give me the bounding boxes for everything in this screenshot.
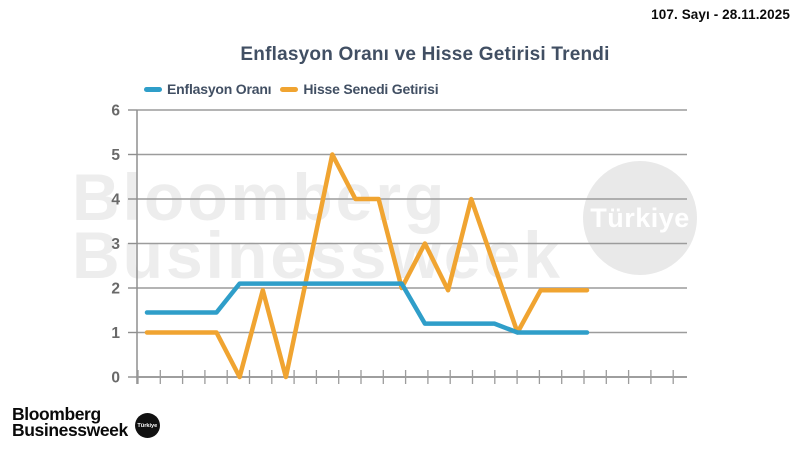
publisher-logo-text: Bloomberg Businessweek <box>12 404 128 440</box>
ytick-label-4: 4 <box>111 192 120 209</box>
legend-item-enflasyon-orani[interactable]: Enflasyon Oranı <box>144 81 272 97</box>
publisher-logo-line2: Businessweek <box>12 419 128 440</box>
ytick-label-0: 0 <box>111 370 120 387</box>
legend-label-hisse-senedi-getirisi: Hisse Senedi Getirisi <box>303 81 439 97</box>
chart-title: Enflasyon Oranı ve Hisse Getirisi Trendi <box>240 44 610 65</box>
ytick-label-1: 1 <box>111 325 120 342</box>
publisher-turkiye-badge: Türkiye <box>134 413 160 438</box>
ytick-label-2: 2 <box>111 281 120 298</box>
legend-label-enflasyon-orani: Enflasyon Oranı <box>167 81 272 97</box>
chart-legend: Enflasyon Oranı Hisse Senedi Getirisi <box>144 81 439 97</box>
ytick-label-3: 3 <box>111 236 120 253</box>
series-line-hisse-senedi-getirisi <box>144 152 590 380</box>
ytick-label-6: 6 <box>111 103 120 120</box>
publisher-logo: Bloomberg Businessweek Türkiye <box>12 404 160 440</box>
issue-date-label: 107. Sayı - 28.11.2025 <box>651 7 790 22</box>
legend-swatch-orange-icon <box>280 86 299 92</box>
series-line-enflasyon-oranı <box>144 281 590 335</box>
ytick-label-5: 5 <box>111 147 120 164</box>
legend-swatch-blue-icon <box>144 86 162 92</box>
watermark-turkiye-badge: Türkiye <box>583 161 697 275</box>
publisher-logo-line1: Bloomberg <box>12 404 101 424</box>
watermark-badge-label: Türkiye <box>590 202 690 233</box>
publisher-badge-label: Türkiye <box>137 422 158 429</box>
legend-item-hisse-senedi-getirisi[interactable]: Hisse Senedi Getirisi <box>280 81 439 97</box>
